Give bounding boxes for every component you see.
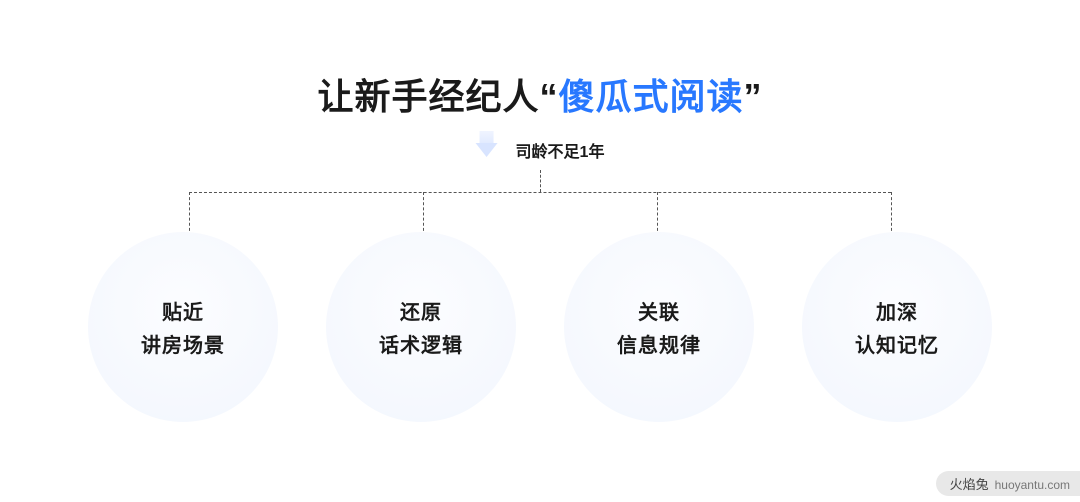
circle-node: 加深 认知记忆: [802, 232, 992, 422]
connector-stem: [540, 170, 541, 192]
circle-line2: 话术逻辑: [379, 329, 463, 358]
connector-horizontal: [189, 192, 891, 193]
circle-line1: 还原: [400, 296, 442, 325]
circle-line1: 贴近: [162, 296, 204, 325]
diagram-container: 让新手经纪人“傻瓜式阅读” 司龄不足1年 贴近 讲房场景 还原 话术逻辑 关联 …: [0, 0, 1080, 502]
connector-v1: [189, 192, 190, 236]
connector-v3: [657, 192, 658, 236]
watermark-cn: 火焰兔: [950, 474, 989, 493]
watermark-url: huoyantu.com: [995, 478, 1070, 492]
circle-line1: 加深: [876, 296, 918, 325]
circle-node: 还原 话术逻辑: [326, 232, 516, 422]
circles-row: 贴近 讲房场景 还原 话术逻辑 关联 信息规律 加深 认知记忆: [0, 232, 1080, 422]
circle-line2: 认知记忆: [855, 329, 939, 358]
circle-line2: 讲房场景: [141, 329, 225, 358]
connector-v2: [423, 192, 424, 236]
circle-line1: 关联: [638, 296, 680, 325]
title-prefix: 让新手经纪人: [317, 76, 539, 117]
title-highlight: 傻瓜式阅读: [559, 76, 744, 117]
subtitle-row: 司龄不足1年: [476, 138, 605, 162]
title-open-quote: “: [540, 76, 559, 117]
subtitle-text: 司龄不足1年: [516, 138, 605, 162]
circle-line2: 信息规律: [617, 329, 701, 358]
arrow-down-icon: [476, 143, 498, 157]
main-title: 让新手经纪人“傻瓜式阅读”: [317, 68, 762, 120]
circle-node: 贴近 讲房场景: [88, 232, 278, 422]
title-close-quote: ”: [744, 76, 763, 117]
connector-v4: [891, 192, 892, 236]
watermark-badge: 火焰兔 huoyantu.com: [936, 471, 1080, 496]
circle-node: 关联 信息规律: [564, 232, 754, 422]
